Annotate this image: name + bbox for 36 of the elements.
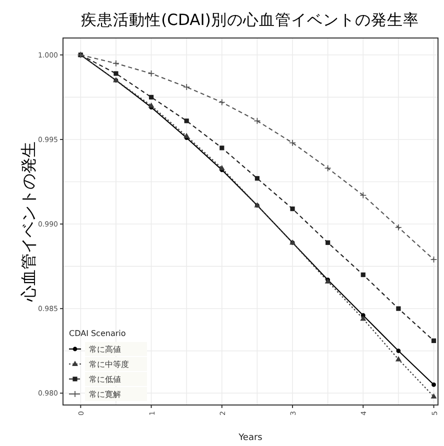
point	[148, 102, 154, 108]
x-axis-title: Years	[238, 433, 263, 443]
point	[396, 348, 401, 354]
legend-label: 常に中等度	[89, 360, 129, 369]
point	[220, 146, 224, 150]
legend-label: 常に高値	[89, 345, 121, 354]
point	[184, 118, 189, 124]
point	[395, 356, 402, 362]
legend-label: 常に寛解	[89, 390, 121, 399]
point	[430, 256, 438, 264]
point	[183, 84, 190, 90]
point	[289, 139, 296, 146]
point	[360, 272, 366, 278]
point	[218, 98, 226, 106]
point	[184, 132, 190, 138]
point	[112, 60, 120, 67]
point	[218, 165, 225, 170]
point	[114, 71, 118, 76]
point	[326, 240, 330, 245]
point	[431, 338, 436, 344]
legend-label: 常に低値	[89, 375, 121, 384]
point	[290, 206, 295, 212]
point	[254, 176, 260, 181]
point	[395, 224, 402, 231]
point	[430, 393, 437, 399]
point	[396, 306, 401, 311]
point	[324, 164, 332, 172]
point	[148, 94, 154, 100]
point	[360, 192, 367, 199]
point	[148, 70, 155, 77]
point	[432, 382, 436, 387]
point	[254, 117, 261, 124]
chart-title: 疾患活動性(CDAI)別の心血管イベントの発生率	[81, 11, 419, 29]
point	[360, 316, 366, 321]
legend-title: CDAI Scenario	[69, 329, 126, 338]
y-axis-title: 心血管イベントの発生	[19, 142, 38, 302]
